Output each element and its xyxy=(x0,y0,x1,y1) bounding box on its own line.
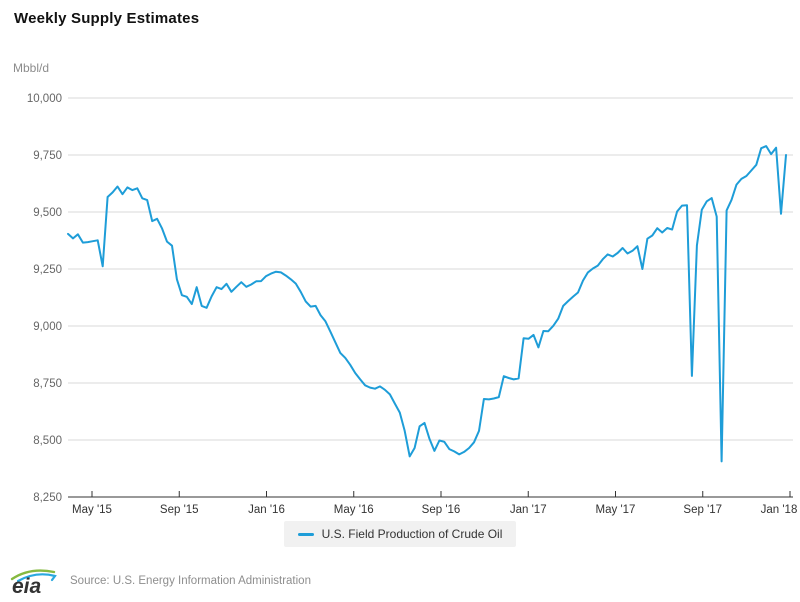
x-axis-tick-label: May '17 xyxy=(596,504,636,516)
page-title: Weekly Supply Estimates xyxy=(14,10,200,27)
y-axis-tick-label: 9,500 xyxy=(33,207,62,219)
eia-logo-text: eia xyxy=(12,575,42,597)
y-axis-tick-label: 9,000 xyxy=(33,321,62,333)
line-chart-svg: 10,000 9,750 9,500 9,250 9,000 8,750 8,500 8,25… xyxy=(27,93,798,516)
chart-plot-area: 10,000 9,750 9,500 9,250 9,000 8,750 8,500 8,25… xyxy=(27,93,798,516)
y-axis-unit-label: Mbbl/d xyxy=(13,61,50,75)
x-axis-tick-label: Jan '17 xyxy=(510,504,547,516)
source-text: Source: U.S. Energy Information Administ… xyxy=(70,575,311,587)
x-axis-tick-label: Jan '18 xyxy=(761,504,798,516)
x-axis-tick-label: May '16 xyxy=(334,504,374,516)
legend-line-marker xyxy=(297,532,314,536)
legend-item[interactable]: U.S. Field Production of Crude Oil xyxy=(283,521,517,547)
x-axis-tick-label: Sep '16 xyxy=(422,504,461,516)
series-line-us-field-production[interactable] xyxy=(67,145,787,463)
footer: eia Source: U.S. Energy Information Admi… xyxy=(10,564,790,598)
y-axis-tick-label: 9,750 xyxy=(33,150,62,162)
x-axis-tick-label: Sep '15 xyxy=(160,504,199,516)
y-axis-tick-label: 9,250 xyxy=(33,264,62,276)
y-axis-tick-label: 8,750 xyxy=(33,378,62,390)
y-axis-tick-label: 8,500 xyxy=(33,435,62,447)
x-axis-tick-label: May '15 xyxy=(72,504,112,516)
y-axis-tick-label: 10,000 xyxy=(27,93,62,105)
legend-label: U.S. Field Production of Crude Oil xyxy=(321,527,503,541)
x-axis-tick-label: Sep '17 xyxy=(683,504,722,516)
eia-logo-blue-swoosh xyxy=(16,573,57,583)
y-axis-tick-label: 8,250 xyxy=(33,492,62,504)
eia-logo-green-swoosh xyxy=(10,569,56,581)
legend: U.S. Field Production of Crude Oil xyxy=(0,521,800,547)
x-axis-tick-label: Jan '16 xyxy=(248,504,285,516)
eia-logo[interactable]: eia xyxy=(10,565,58,598)
